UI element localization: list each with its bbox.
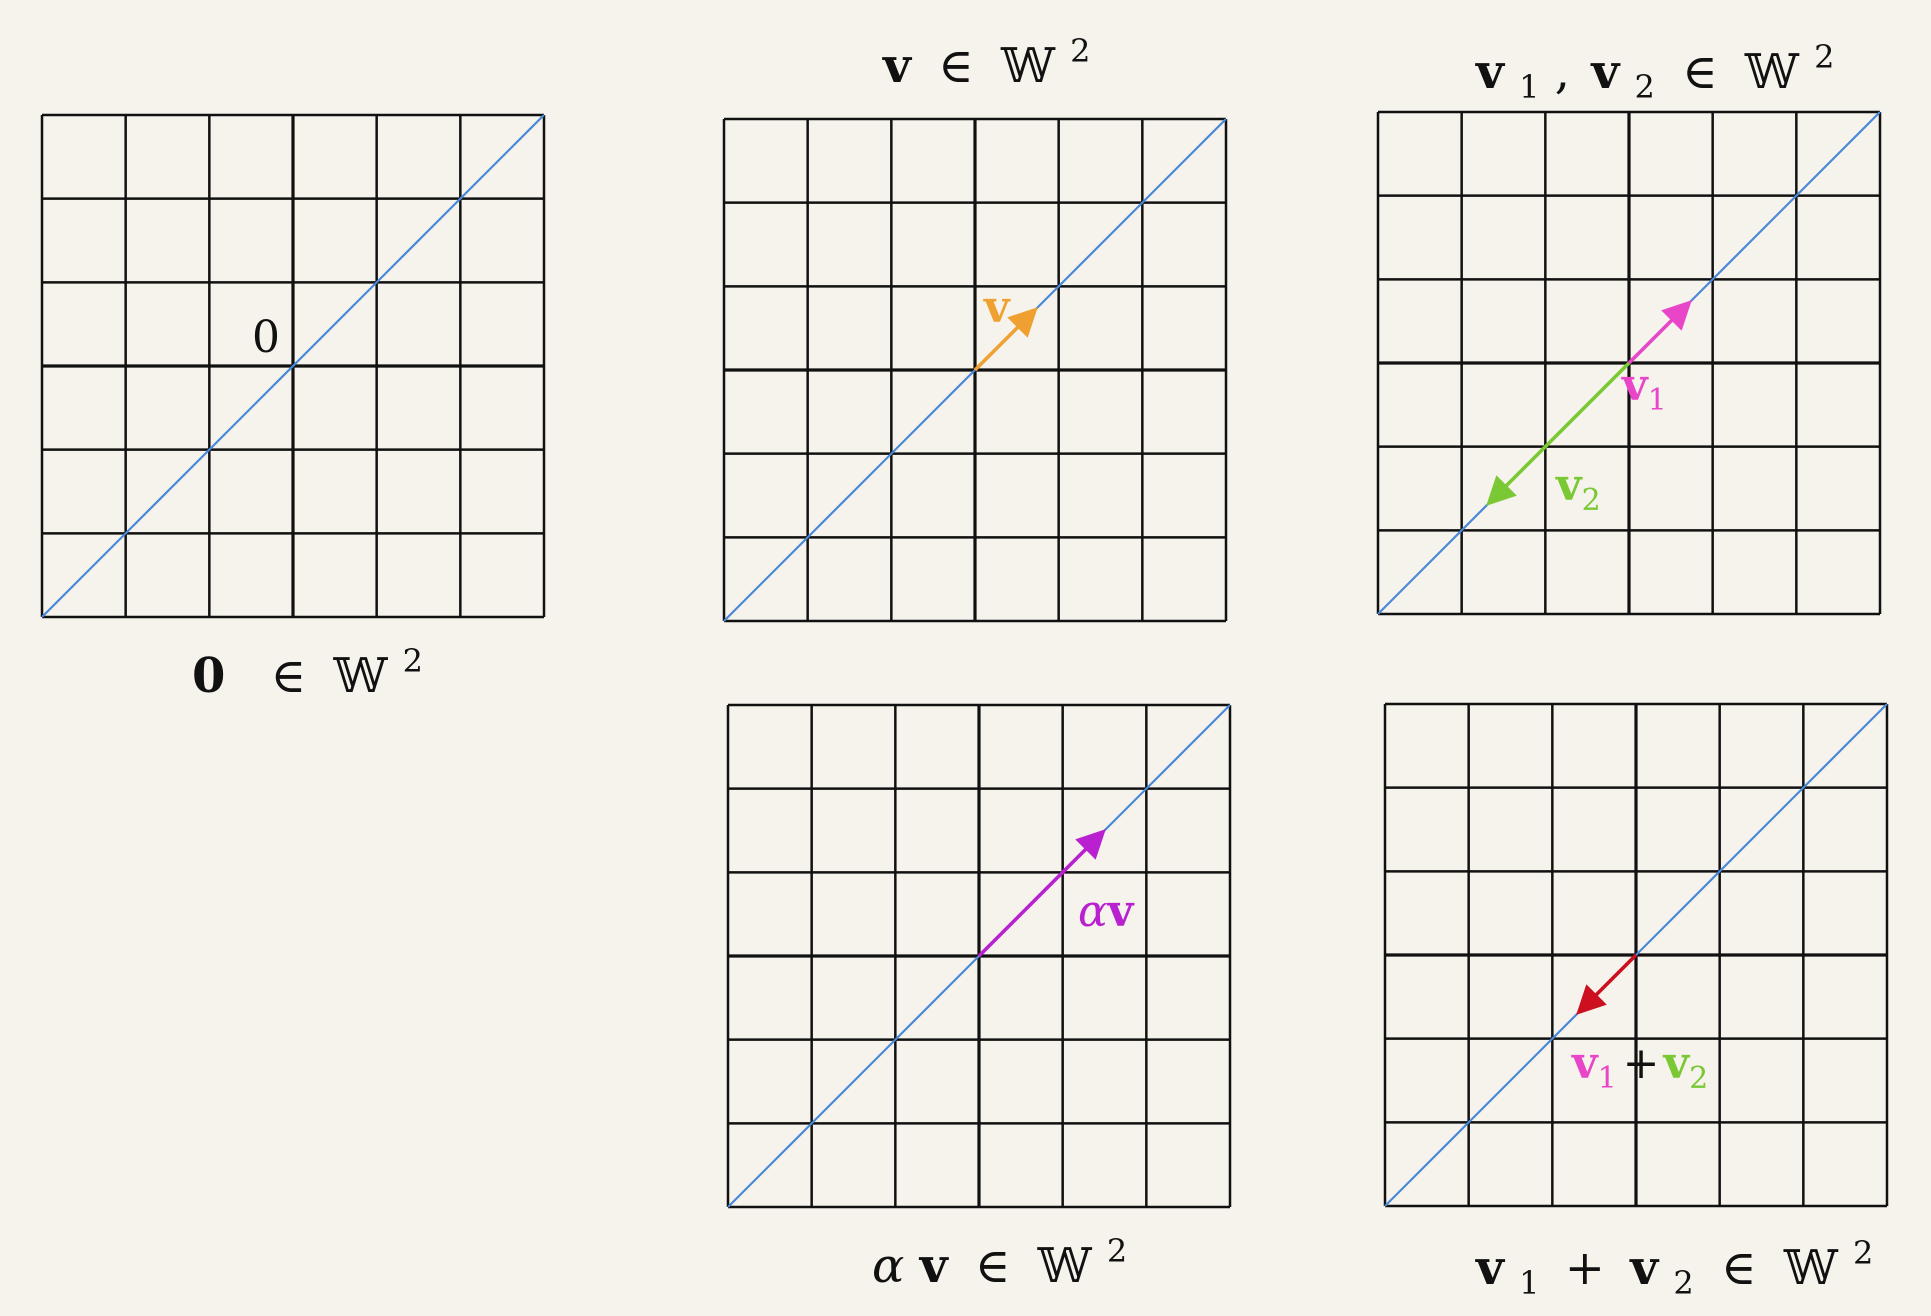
caption-v-space: 𝕎	[1000, 38, 1056, 94]
caption-v1-v2-space: 𝕎	[1744, 44, 1800, 100]
caption-sum-v1: v	[1475, 1240, 1506, 1296]
vector-v1-label: v1	[1621, 360, 1667, 418]
caption-alpha-v-exp: 2	[1107, 1232, 1127, 1270]
caption-v2: v	[1590, 44, 1621, 100]
origin-label: 0	[252, 312, 280, 363]
caption-comma: ,	[1555, 44, 1570, 100]
caption-v-symbol: v	[882, 38, 913, 94]
caption-zero-exp: 2	[403, 642, 423, 680]
caption-alpha-v: α v ∈ 𝕎 2	[872, 1232, 1127, 1294]
caption-sum-v2: v	[1629, 1240, 1660, 1296]
panel-v1-v2: v 1 , v 2 ∈ 𝕎 2 v1 v2	[1376, 38, 1882, 616]
sum-label-plus: +	[1623, 1038, 1660, 1089]
caption-alpha: α	[872, 1238, 904, 1294]
caption-sum-space: 𝕎	[1783, 1240, 1839, 1296]
caption-sum-s2: 2	[1673, 1264, 1693, 1302]
vector-v2	[1486, 361, 1631, 506]
caption-sum-member: ∈	[1721, 1240, 1757, 1296]
caption-alpha-v-space: 𝕎	[1037, 1238, 1093, 1294]
caption-v2-sub: 2	[1634, 68, 1654, 106]
caption-v1: v	[1475, 44, 1506, 100]
caption-sum-exp: 2	[1853, 1234, 1873, 1272]
caption-zero-member: ∈	[271, 648, 307, 704]
caption-v1-sub: 1	[1519, 68, 1539, 106]
caption-alpha-v-member: ∈	[975, 1238, 1011, 1294]
caption-v1-v2-member: ∈	[1682, 44, 1718, 100]
caption-zero-space: 𝕎	[332, 648, 388, 704]
vector-v1-plus-v2	[1576, 953, 1638, 1015]
sum-label-v1: v	[1571, 1038, 1599, 1089]
vector-alpha-v	[977, 829, 1106, 958]
caption-alpha-v-symbol: v	[919, 1238, 950, 1294]
caption-zero-symbol: 0	[192, 648, 225, 704]
caption-v1-v2-exp: 2	[1814, 38, 1834, 76]
caption-sum-plus: +	[1565, 1240, 1605, 1296]
panel-v: v ∈ 𝕎 2 v	[722, 32, 1228, 623]
sum-label-v2-sub: 2	[1689, 1061, 1708, 1096]
caption-v1-v2: v 1 , v 2 ∈ 𝕎 2	[1475, 38, 1834, 110]
subspace-line-zero	[41, 114, 545, 618]
caption-zero: 0 ∈ 𝕎 2	[192, 642, 423, 704]
caption-v-member: ∈	[938, 38, 974, 94]
grid-sum	[1383, 702, 1889, 1208]
caption-sum: v 1 + v 2 ∈ 𝕎 2	[1475, 1234, 1873, 1306]
caption-sum-s1: 1	[1519, 1264, 1539, 1302]
vector-v1	[1627, 300, 1692, 365]
sum-label-v2: v	[1663, 1038, 1691, 1089]
vector-v2-label: v2	[1555, 460, 1601, 518]
panel-zero: 0 0 ∈ 𝕎 2	[40, 113, 546, 704]
caption-v-exp: 2	[1070, 32, 1090, 70]
vector-sum-label: v1 +v2	[1571, 1038, 1708, 1096]
panel-alpha-v: αv α v ∈ 𝕎 2	[726, 703, 1232, 1294]
panel-sum: v1 +v2 v 1 + v 2 ∈ 𝕎 2	[1383, 702, 1889, 1306]
vector-alpha-v-label: αv	[1078, 886, 1135, 937]
caption-v: v ∈ 𝕎 2	[882, 32, 1090, 94]
vector-v	[973, 307, 1038, 372]
sum-label-v1-sub: 1	[1598, 1061, 1617, 1096]
vector-v-label: v	[983, 282, 1011, 333]
